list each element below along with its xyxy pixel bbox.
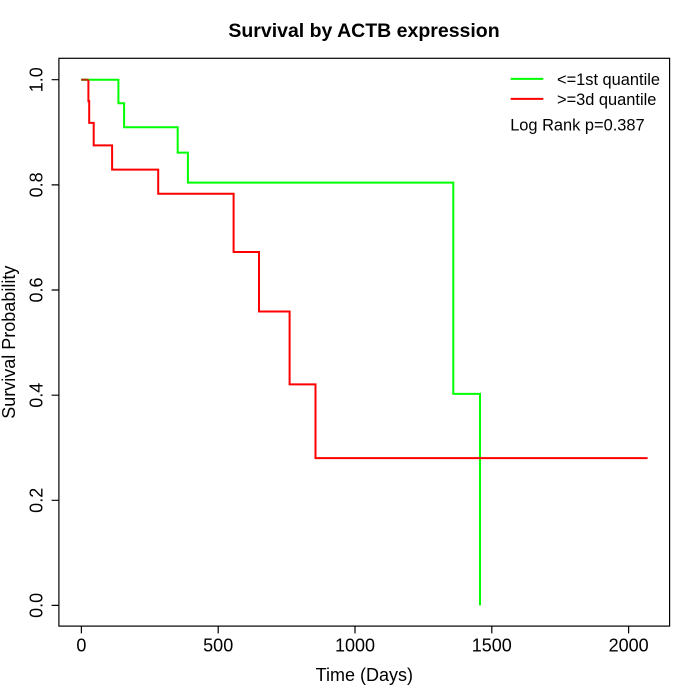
svg-text:0.0: 0.0 — [27, 593, 47, 618]
svg-text:0.8: 0.8 — [27, 172, 47, 197]
svg-text:Time (Days): Time (Days) — [316, 665, 413, 685]
svg-text:0.2: 0.2 — [27, 488, 47, 513]
svg-text:0.6: 0.6 — [27, 277, 47, 302]
svg-text:0: 0 — [76, 636, 86, 656]
svg-text:Survival by ACTB expression: Survival by ACTB expression — [228, 20, 499, 42]
svg-text:2000: 2000 — [609, 636, 649, 656]
svg-text:Log Rank p=0.387: Log Rank p=0.387 — [510, 117, 644, 135]
svg-text:<=1st quantile: <=1st quantile — [557, 71, 660, 89]
svg-text:1000: 1000 — [335, 636, 375, 656]
svg-text:1.0: 1.0 — [27, 67, 47, 92]
svg-text:1500: 1500 — [472, 636, 512, 656]
svg-text:500: 500 — [203, 636, 233, 656]
svg-text:Survival Probability: Survival Probability — [0, 266, 19, 419]
svg-text:>=3d quantile: >=3d quantile — [557, 91, 656, 109]
svg-text:0.4: 0.4 — [27, 383, 47, 408]
